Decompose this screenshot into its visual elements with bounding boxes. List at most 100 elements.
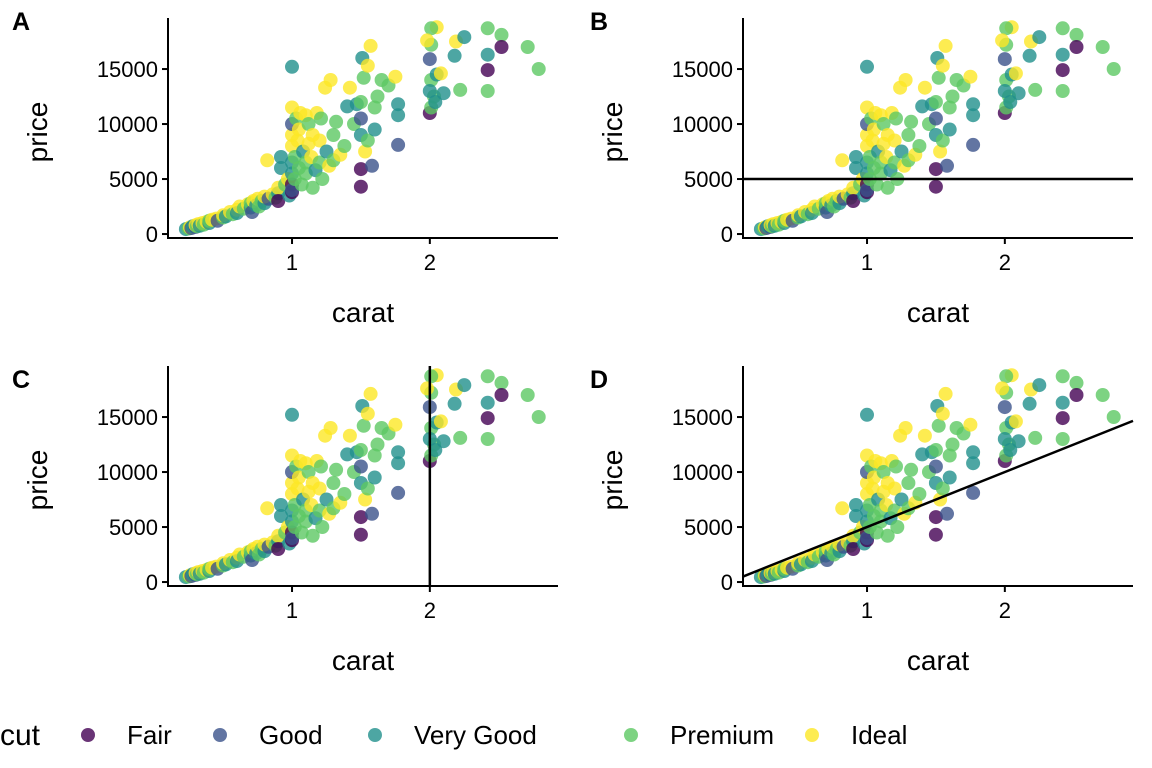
x-tick-label: 2 <box>424 250 436 275</box>
data-point-ideal <box>865 481 880 496</box>
data-point-very-good <box>1032 30 1047 45</box>
data-point-premium <box>928 443 943 457</box>
data-point-very-good <box>367 470 382 485</box>
data-point-good <box>391 485 406 500</box>
data-point-ideal <box>917 428 932 443</box>
legend-key-dot <box>81 728 95 742</box>
data-point-fair <box>480 411 495 426</box>
data-point-very-good <box>1003 95 1018 109</box>
data-point-very-good <box>274 161 288 175</box>
data-point-premium <box>945 437 960 452</box>
y-tick-label: 0 <box>721 222 733 247</box>
data-point-premium <box>480 21 495 36</box>
data-point-premium <box>889 111 903 126</box>
data-point-very-good <box>997 84 1012 98</box>
data-point-very-good <box>1011 86 1026 101</box>
data-point-very-good <box>391 108 406 123</box>
data-point-good <box>353 459 368 474</box>
data-point-premium <box>301 465 316 479</box>
y-tick-label: 15000 <box>97 57 158 82</box>
data-point-very-good <box>391 456 406 471</box>
data-point-ideal <box>323 421 338 435</box>
data-point-premium <box>424 369 439 384</box>
panel-C: C 0 5000 10000 15000 1 2 carat price <box>12 366 558 676</box>
data-point-very-good <box>966 456 981 471</box>
data-point-fair <box>1055 411 1070 426</box>
data-point-fair <box>928 527 943 542</box>
x-tick-label: 1 <box>861 598 873 623</box>
data-point-very-good <box>422 84 437 98</box>
data-point-premium <box>935 133 950 148</box>
y-axis-title: price <box>597 102 628 163</box>
data-point-good <box>928 111 943 126</box>
data-point-ideal <box>342 428 357 443</box>
data-point-premium <box>326 128 341 142</box>
data-point-very-good <box>1055 47 1070 62</box>
data-point-very-good <box>274 498 288 512</box>
data-point-premium <box>901 476 916 490</box>
data-point-very-good <box>428 95 443 109</box>
data-point-ideal <box>323 73 338 87</box>
data-point-good <box>353 111 368 126</box>
data-point-fair <box>353 179 368 194</box>
data-point-ideal <box>1008 66 1023 81</box>
panel-tag: D <box>590 366 608 394</box>
data-point-premium <box>931 70 946 85</box>
data-point-ideal <box>433 414 448 429</box>
x-tick-label: 1 <box>861 250 873 275</box>
data-point-very-good <box>1011 434 1026 449</box>
data-point-ideal <box>835 501 850 516</box>
data-point-premium <box>294 177 309 192</box>
data-point-fair <box>1069 40 1084 54</box>
data-point-ideal <box>290 481 305 496</box>
data-point-premium <box>424 21 439 36</box>
panel-tag: A <box>12 8 30 36</box>
legend-label: Good <box>259 720 323 750</box>
data-point-very-good <box>1022 396 1037 411</box>
data-point-very-good <box>849 161 863 175</box>
data-point-very-good <box>447 48 462 63</box>
x-axis-title: carat <box>332 645 394 676</box>
data-point-fair <box>1069 388 1084 402</box>
data-point-premium <box>337 487 352 501</box>
legend: cut Fair Good Very Good Premium Ideal <box>0 719 907 752</box>
data-point-ideal <box>917 80 932 95</box>
data-point-very-good <box>274 509 288 523</box>
x-tick-label: 1 <box>286 598 298 623</box>
data-point-good <box>966 137 981 152</box>
data-point-fair <box>846 194 861 208</box>
data-point-premium <box>890 520 905 534</box>
y-tick-label: 15000 <box>672 57 733 82</box>
legend-item-premium: Premium <box>624 720 774 750</box>
data-point-premium <box>876 465 891 479</box>
data-point-good <box>997 52 1012 67</box>
data-point-very-good <box>942 122 957 137</box>
data-point-fair <box>928 162 943 177</box>
x-tick-label: 2 <box>999 598 1011 623</box>
data-point-very-good <box>966 445 981 460</box>
data-point-ideal <box>290 133 305 148</box>
data-point-ideal <box>433 66 448 81</box>
data-point-very-good <box>447 396 462 411</box>
x-axis-title: carat <box>907 297 969 328</box>
legend-label: Premium <box>670 720 774 750</box>
legend-key-dot <box>213 728 227 742</box>
data-point-ideal <box>898 421 913 435</box>
data-point-premium <box>360 481 375 496</box>
legend-item-very-good: Very Good <box>368 720 537 750</box>
data-point-ideal <box>1008 414 1023 429</box>
data-point-premium <box>326 476 341 490</box>
legend-item-ideal: Ideal <box>805 720 907 750</box>
x-tick-label: 2 <box>424 598 436 623</box>
data-point-very-good <box>860 407 874 422</box>
data-point-good <box>391 137 406 152</box>
data-point-premium <box>353 443 368 457</box>
data-point-good <box>940 506 954 521</box>
data-point-premium <box>999 21 1014 36</box>
data-point-premium <box>315 520 330 534</box>
y-tick-label: 5000 <box>109 167 158 192</box>
data-point-very-good <box>849 509 863 523</box>
x-axis-title: carat <box>907 645 969 676</box>
data-point-premium <box>520 388 535 402</box>
